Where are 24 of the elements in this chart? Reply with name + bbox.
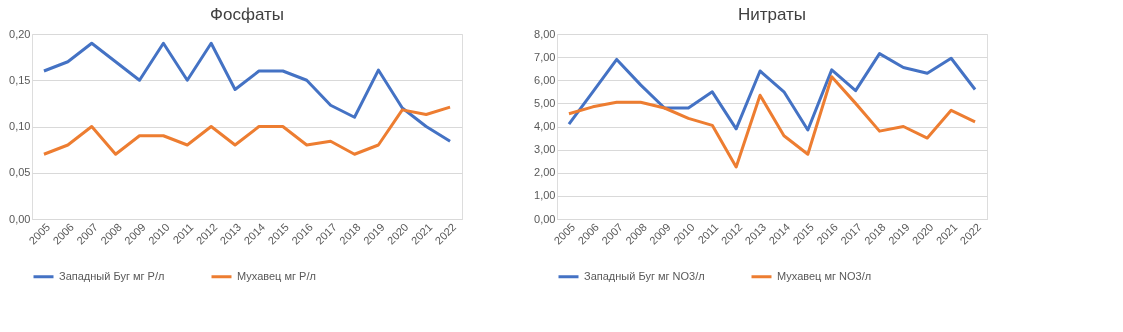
y-tick-label: 0,00 xyxy=(9,212,31,225)
legend-label: Западный Буг мг NO3/л xyxy=(584,269,705,282)
y-tick-label: 0,00 xyxy=(534,212,556,225)
y-tick-label: 4,00 xyxy=(534,120,556,132)
line-series xyxy=(567,75,977,169)
y-tick-label: 2,00 xyxy=(534,166,556,179)
y-tick-label: 0,10 xyxy=(9,120,31,132)
y-tick-label: 5,00 xyxy=(534,96,556,109)
legend-label: Мухавец мг Р/л xyxy=(237,269,316,282)
legend-label: Западный Буг мг Р/л xyxy=(59,269,165,282)
line-series xyxy=(567,52,977,132)
y-tick-label: 1,00 xyxy=(534,189,556,202)
y-tick-label: 0,05 xyxy=(9,166,31,179)
line-series xyxy=(42,41,452,143)
legend-label: Мухавец мг NO3/л xyxy=(777,269,872,282)
y-tick-label: 8,00 xyxy=(534,27,556,40)
line-series xyxy=(42,105,452,156)
y-tick-label: 0,15 xyxy=(9,73,31,86)
chart-title: Фосфаты xyxy=(210,5,284,24)
y-tick-label: 3,00 xyxy=(534,143,556,156)
y-tick-label: 0,20 xyxy=(9,27,31,40)
y-tick-label: 7,00 xyxy=(534,50,556,63)
y-tick-label: 6,00 xyxy=(534,73,556,86)
chart-title: Нитраты xyxy=(737,5,807,24)
